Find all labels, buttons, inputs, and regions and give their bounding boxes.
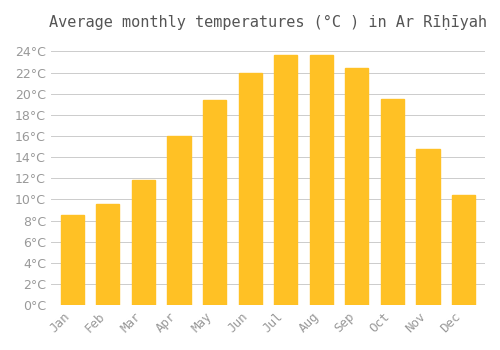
Bar: [346, 68, 368, 305]
Bar: [452, 195, 475, 305]
Bar: [381, 99, 404, 305]
Title: Average monthly temperatures (°C ) in Ar Rīḥīyah: Average monthly temperatures (°C ) in Ar…: [49, 15, 487, 30]
Bar: [310, 55, 333, 305]
Bar: [96, 204, 120, 305]
Bar: [416, 149, 440, 305]
Bar: [203, 100, 226, 305]
Bar: [168, 136, 190, 305]
Bar: [238, 72, 262, 305]
Bar: [132, 180, 155, 305]
Bar: [60, 215, 84, 305]
Bar: [274, 55, 297, 305]
